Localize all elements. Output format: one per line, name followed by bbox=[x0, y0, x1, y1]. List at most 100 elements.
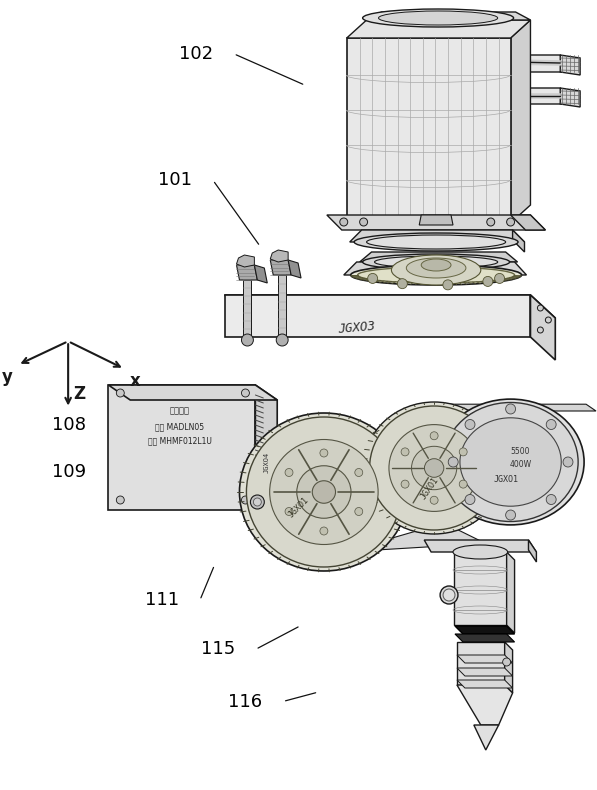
Circle shape bbox=[355, 468, 363, 476]
Polygon shape bbox=[224, 295, 555, 318]
Circle shape bbox=[546, 495, 556, 505]
Polygon shape bbox=[531, 295, 555, 360]
Circle shape bbox=[430, 496, 438, 504]
Polygon shape bbox=[455, 634, 515, 642]
Polygon shape bbox=[474, 725, 498, 750]
Polygon shape bbox=[457, 642, 504, 685]
Text: 按下电机: 按下电机 bbox=[170, 406, 190, 415]
Circle shape bbox=[250, 495, 264, 509]
Polygon shape bbox=[359, 252, 518, 262]
Text: x: x bbox=[130, 372, 140, 390]
Polygon shape bbox=[457, 655, 513, 663]
Text: JGXO3: JGXO3 bbox=[337, 320, 376, 336]
Polygon shape bbox=[270, 260, 291, 275]
Text: 驱动 MHMF012L1U: 驱动 MHMF012L1U bbox=[148, 436, 212, 445]
Circle shape bbox=[320, 449, 328, 457]
Polygon shape bbox=[407, 444, 438, 502]
Circle shape bbox=[241, 496, 250, 504]
Polygon shape bbox=[455, 626, 515, 634]
Circle shape bbox=[116, 496, 124, 504]
Circle shape bbox=[285, 468, 293, 476]
Circle shape bbox=[430, 432, 438, 440]
Polygon shape bbox=[448, 404, 596, 411]
Text: 111: 111 bbox=[145, 592, 179, 609]
Polygon shape bbox=[347, 38, 510, 223]
Circle shape bbox=[368, 273, 378, 284]
Circle shape bbox=[285, 507, 293, 516]
Circle shape bbox=[340, 218, 347, 226]
Circle shape bbox=[241, 389, 250, 397]
Polygon shape bbox=[528, 540, 537, 562]
Text: JGXO1: JGXO1 bbox=[287, 495, 311, 519]
Circle shape bbox=[459, 480, 467, 488]
Ellipse shape bbox=[358, 267, 515, 283]
Polygon shape bbox=[347, 20, 531, 38]
Circle shape bbox=[506, 404, 516, 414]
Text: JGXO4: JGXO4 bbox=[263, 451, 269, 472]
Ellipse shape bbox=[437, 399, 584, 525]
Polygon shape bbox=[367, 12, 531, 20]
Ellipse shape bbox=[460, 418, 561, 506]
Ellipse shape bbox=[354, 233, 518, 251]
Ellipse shape bbox=[392, 255, 481, 285]
Polygon shape bbox=[510, 20, 531, 223]
Text: 101: 101 bbox=[158, 171, 192, 189]
Polygon shape bbox=[224, 295, 531, 337]
Circle shape bbox=[537, 305, 543, 311]
Polygon shape bbox=[288, 260, 301, 278]
Ellipse shape bbox=[453, 545, 507, 559]
Circle shape bbox=[483, 276, 493, 287]
Ellipse shape bbox=[389, 424, 479, 511]
Text: y: y bbox=[2, 368, 13, 386]
Ellipse shape bbox=[247, 417, 401, 567]
Ellipse shape bbox=[270, 439, 378, 544]
Polygon shape bbox=[344, 523, 489, 552]
Polygon shape bbox=[560, 88, 580, 107]
Circle shape bbox=[494, 273, 504, 284]
Ellipse shape bbox=[239, 413, 408, 571]
Polygon shape bbox=[350, 230, 525, 242]
Polygon shape bbox=[419, 215, 453, 225]
Text: 102: 102 bbox=[179, 45, 213, 62]
Polygon shape bbox=[519, 88, 565, 104]
Ellipse shape bbox=[424, 459, 444, 477]
Circle shape bbox=[443, 589, 455, 601]
Circle shape bbox=[241, 334, 253, 346]
Text: 400W: 400W bbox=[509, 460, 531, 469]
Circle shape bbox=[355, 507, 363, 516]
Text: 116: 116 bbox=[228, 693, 262, 710]
Ellipse shape bbox=[297, 466, 351, 518]
Circle shape bbox=[443, 280, 453, 290]
Polygon shape bbox=[236, 255, 254, 267]
Polygon shape bbox=[236, 265, 257, 280]
Polygon shape bbox=[109, 385, 256, 510]
Circle shape bbox=[401, 480, 409, 488]
Polygon shape bbox=[454, 552, 507, 625]
Circle shape bbox=[320, 527, 328, 535]
Polygon shape bbox=[513, 230, 525, 252]
Ellipse shape bbox=[367, 235, 506, 249]
Ellipse shape bbox=[411, 446, 457, 490]
Ellipse shape bbox=[362, 9, 513, 27]
Circle shape bbox=[487, 218, 495, 226]
Polygon shape bbox=[344, 262, 527, 275]
Text: JGXO1: JGXO1 bbox=[493, 475, 518, 484]
Text: 5500: 5500 bbox=[511, 447, 530, 456]
Ellipse shape bbox=[370, 406, 498, 530]
Polygon shape bbox=[504, 642, 513, 693]
Circle shape bbox=[507, 218, 515, 226]
Circle shape bbox=[448, 457, 458, 467]
Circle shape bbox=[503, 658, 510, 666]
Circle shape bbox=[459, 448, 467, 456]
Polygon shape bbox=[270, 250, 288, 262]
Circle shape bbox=[401, 448, 409, 456]
Ellipse shape bbox=[350, 265, 522, 285]
Polygon shape bbox=[519, 55, 565, 72]
Text: 115: 115 bbox=[201, 641, 235, 658]
Polygon shape bbox=[510, 215, 545, 230]
Circle shape bbox=[359, 218, 368, 226]
Ellipse shape bbox=[378, 11, 498, 25]
Polygon shape bbox=[560, 55, 580, 75]
Circle shape bbox=[537, 327, 543, 333]
Ellipse shape bbox=[312, 481, 336, 503]
